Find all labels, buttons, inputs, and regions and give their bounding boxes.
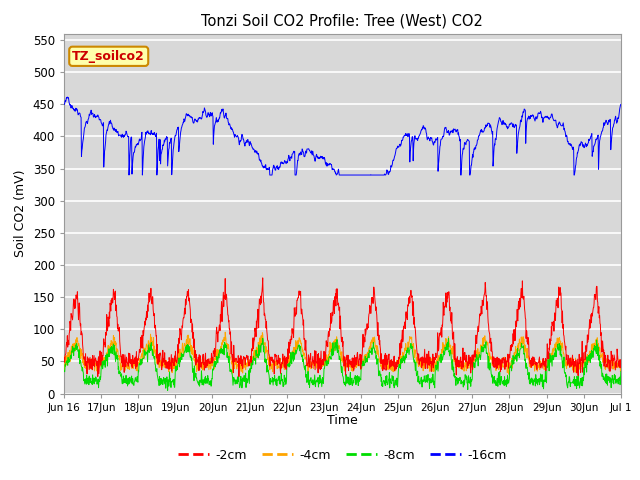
X-axis label: Time: Time [327,414,358,427]
Title: Tonzi Soil CO2 Profile: Tree (West) CO2: Tonzi Soil CO2 Profile: Tree (West) CO2 [202,13,483,28]
Legend: -2cm, -4cm, -8cm, -16cm: -2cm, -4cm, -8cm, -16cm [173,444,512,467]
Y-axis label: Soil CO2 (mV): Soil CO2 (mV) [14,170,27,257]
Text: TZ_soilco2: TZ_soilco2 [72,50,145,63]
